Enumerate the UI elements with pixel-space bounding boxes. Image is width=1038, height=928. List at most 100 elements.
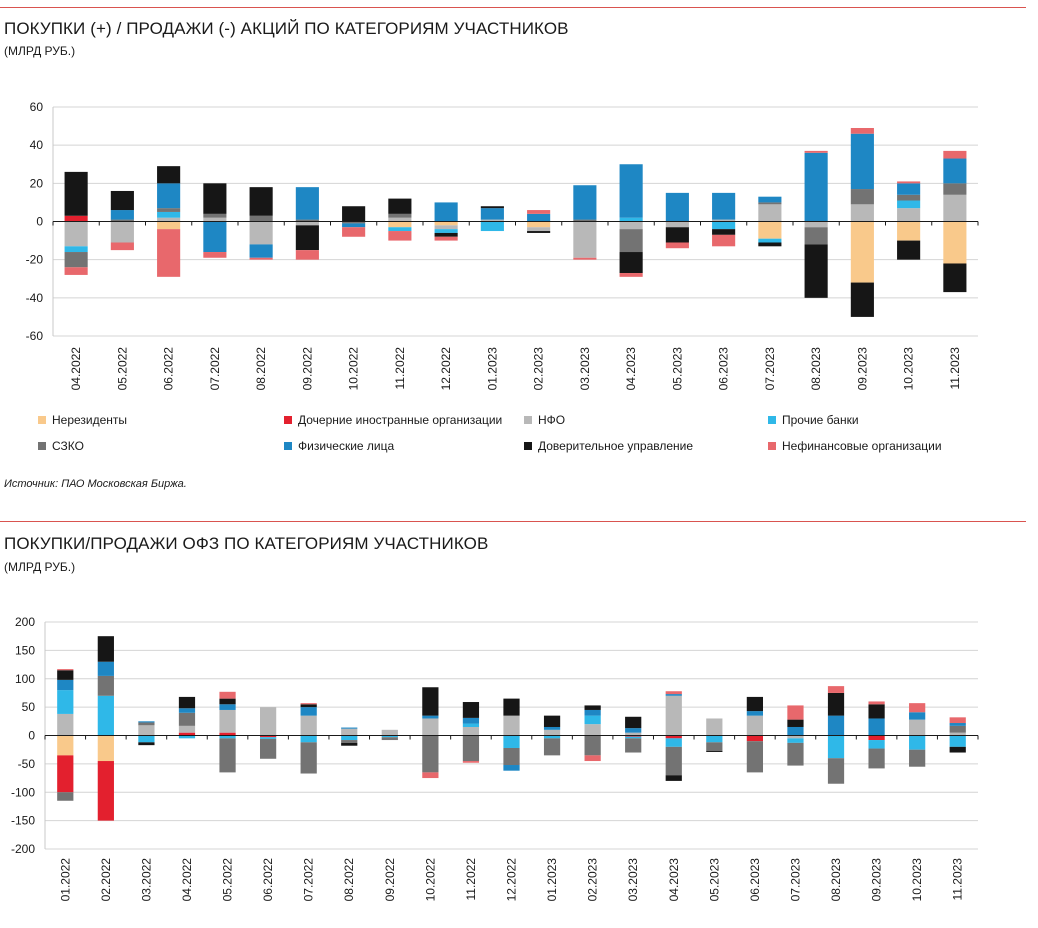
middle-rule [0,521,1026,522]
x-tick-label: 07.2022 [208,347,222,391]
bar-segment [827,735,845,759]
bar-segment [97,695,114,736]
bar-segment [665,694,682,696]
bar-segment [665,242,689,249]
bar-segment [249,221,273,245]
bar-segment [480,206,504,209]
bar-segment [850,204,874,222]
bar-segment [219,735,236,739]
y-tick-label: 100 [15,672,35,686]
x-tick-label: 12.2022 [505,858,519,902]
x-tick-label: 01.2023 [485,347,499,391]
legend-item-nonresidents: Нерезиденты [38,413,127,427]
bar-segment [827,686,845,693]
bar-segment [706,742,723,751]
bar-segment [203,252,227,258]
y-tick-label: 0 [28,729,35,743]
bar-segment [573,185,597,220]
bar-segment [827,758,845,784]
bar-segment [868,748,885,769]
bar-segment [110,221,134,243]
bar-segment [619,164,643,218]
bar-segment [388,217,412,222]
bar-segment [295,187,319,220]
bar-segment [381,737,398,741]
bar-segment [434,225,458,230]
bar-segment [503,715,520,736]
bar-segment [909,719,926,736]
legend-swatch [38,416,46,424]
bar-segment [57,792,74,801]
legend-swatch [284,416,292,424]
y-tick-label: -50 [18,757,36,771]
bar-segment [381,729,398,736]
bar-segment [219,709,236,733]
bar-segment [665,227,689,243]
bar-segment [543,726,561,730]
bar-segment [434,202,458,222]
bar-segment [300,715,317,736]
bar-segment [804,244,828,298]
x-tick-label: 07.2023 [763,347,777,391]
bar-segment [97,675,114,696]
bar-segment [434,229,458,233]
bar-segment [462,726,480,736]
bar-segment [97,735,114,762]
bar-segment [758,242,782,247]
bar-segment [949,723,966,726]
bar-segment [949,746,966,753]
bar-segment [850,282,874,317]
bar-segment [619,229,643,253]
bar-segment [503,698,520,716]
bar-segment [300,703,317,705]
bar-segment [787,726,804,736]
x-tick-label: 10.2023 [902,347,916,391]
bar-segment [341,742,358,746]
bar-segment [787,705,804,720]
bar-segment [897,200,921,209]
bar-segment [157,221,181,230]
bar-segment [909,703,926,713]
bar-segment [543,715,561,727]
bar-segment [300,742,317,774]
bar-segment [897,221,921,241]
x-tick-label: 03.2023 [626,858,640,902]
bar-segment [178,735,196,739]
bar-segment [897,240,921,260]
bar-segment [665,221,689,228]
x-tick-label: 07.2023 [788,858,802,902]
bar-segment [787,738,804,743]
bar-segment [758,238,782,243]
y-tick-label: -40 [26,291,44,305]
bar-segment [943,263,967,293]
bar-segment [625,738,642,753]
bar-segment [625,735,642,737]
bar-segment [573,257,597,260]
x-tick-label: 05.2023 [707,858,721,902]
x-tick-label: 08.2023 [809,347,823,391]
legend-item-other-banks: Прочие банки [768,413,859,427]
x-tick-label: 05.2022 [115,347,129,391]
bar-segment [249,244,273,258]
bar-segment [422,687,439,716]
x-tick-label: 02.2023 [586,858,600,902]
x-tick-label: 08.2022 [342,858,356,902]
bar-segment [341,735,358,741]
bar-segment [295,225,319,251]
x-tick-label: 09.2023 [855,347,869,391]
bar-segment [746,696,764,712]
bar-segment [259,735,277,738]
y-tick-label: -60 [26,329,44,343]
bar-segment [758,204,782,222]
bar-segment [157,183,181,209]
bar-segment [850,189,874,205]
bar-segment [203,217,227,222]
x-tick-label: 04.2022 [180,858,194,902]
bar-segment [178,712,196,726]
x-tick-label: 02.2023 [532,347,546,391]
bar-segment [527,213,551,222]
bar-segment [110,242,134,251]
bar-segment [178,696,196,709]
bar-segment [625,716,642,729]
